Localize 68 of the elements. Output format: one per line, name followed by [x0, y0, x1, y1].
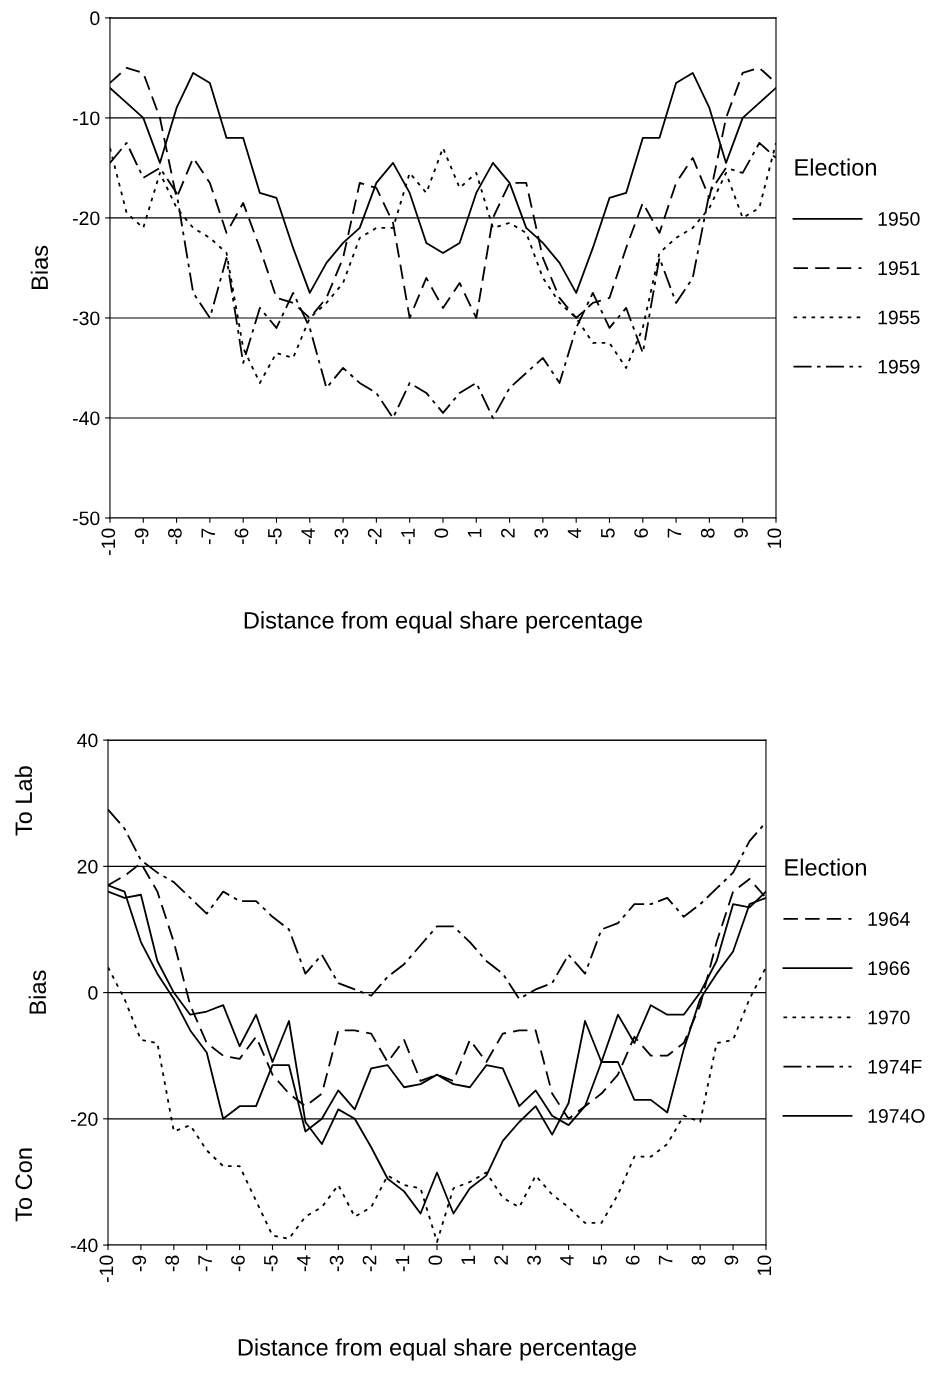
y-tick-label: 0	[88, 986, 98, 1000]
x-tick-label: -1	[401, 528, 415, 545]
x-tick-label: 8	[700, 528, 715, 538]
y-tick-label: -20	[71, 1112, 98, 1127]
x-tick-label: 5	[593, 1255, 607, 1265]
legend-label: 1970	[868, 1010, 910, 1025]
x-tick-label: 5	[601, 528, 615, 538]
x-tick-label: 2	[494, 1255, 508, 1265]
x-tick-label: 6	[625, 1255, 640, 1265]
x-tick-label: -3	[334, 528, 349, 545]
x-axis-title: Distance from equal share percentage	[238, 1338, 637, 1361]
x-tick-label: -7	[198, 1255, 212, 1272]
x-tick-label: 0	[428, 1255, 443, 1265]
x-tick-label: -5	[264, 1255, 278, 1272]
y-tick-label: -40	[71, 1238, 98, 1253]
x-tick-label: 4	[567, 528, 582, 539]
x-tick-label: -4	[301, 528, 315, 545]
x-tick-label: -5	[268, 528, 282, 545]
x-tick-label: -8	[168, 528, 182, 545]
x-tick-label: -9	[134, 528, 149, 545]
x-tick-label: 8	[691, 1255, 706, 1265]
x-tick-label: 6	[634, 528, 649, 538]
legend-label: 1966	[868, 961, 910, 976]
text: To Lab	[14, 766, 33, 836]
x-tick-label: 3	[527, 1255, 541, 1265]
y-tick-label: -20	[73, 211, 100, 226]
x-tick-label: -3	[329, 1255, 344, 1272]
legend-label: 1950	[878, 212, 920, 226]
y-tick-label: 20	[77, 859, 98, 874]
y-tick-label: -50	[73, 511, 100, 526]
x-tick-label: -1	[395, 1255, 410, 1272]
x-tick-label: -6	[231, 1255, 245, 1272]
x-tick-label: 9	[724, 1255, 739, 1265]
legend-title: Election	[795, 158, 876, 176]
x-tick-label: 2	[501, 528, 515, 538]
x-tick-label: 10	[767, 528, 782, 548]
y-axis-title: Bias	[28, 970, 47, 1014]
x-tick-label: 1	[461, 1255, 475, 1265]
y-tick-label: -30	[73, 311, 100, 326]
x-tick-label: -2	[362, 1255, 377, 1272]
legend-title: Election	[785, 858, 866, 876]
legend-label: 1964	[868, 912, 910, 926]
y-axis-title: Bias	[30, 245, 49, 289]
x-axis-title: Distance from equal share percentage	[244, 611, 643, 634]
y-tick-label: -10	[73, 111, 100, 126]
x-tick-label: -8	[165, 1255, 180, 1272]
x-tick-label: 10	[757, 1255, 772, 1275]
x-tick-label: 0	[434, 528, 449, 538]
text: To Con	[15, 1148, 33, 1222]
x-tick-label: 3	[534, 528, 549, 538]
legend-label: 1951	[878, 261, 920, 276]
x-tick-label: 9	[734, 528, 748, 538]
x-tick-label: 7	[667, 528, 682, 538]
x-tick-label: -6	[234, 528, 249, 545]
x-tick-label: -9	[132, 1255, 147, 1272]
y-tick-label: 40	[77, 733, 98, 748]
legend-label: 1959	[878, 359, 920, 374]
x-tick-label: 1	[467, 528, 482, 538]
x-tick-label: -7	[201, 528, 215, 545]
x-tick-label: 7	[658, 1255, 673, 1265]
x-tick-label: -4	[297, 1255, 311, 1272]
y-tick-label: -40	[73, 411, 100, 426]
legend-label: 1974F	[868, 1059, 922, 1074]
legend-label: 1974O	[868, 1109, 925, 1123]
x-tick-label: -2	[367, 528, 382, 545]
y-tick-label: 0	[90, 11, 100, 26]
x-tick-label: 4	[560, 1255, 574, 1266]
legend-label: 1955	[878, 310, 920, 325]
